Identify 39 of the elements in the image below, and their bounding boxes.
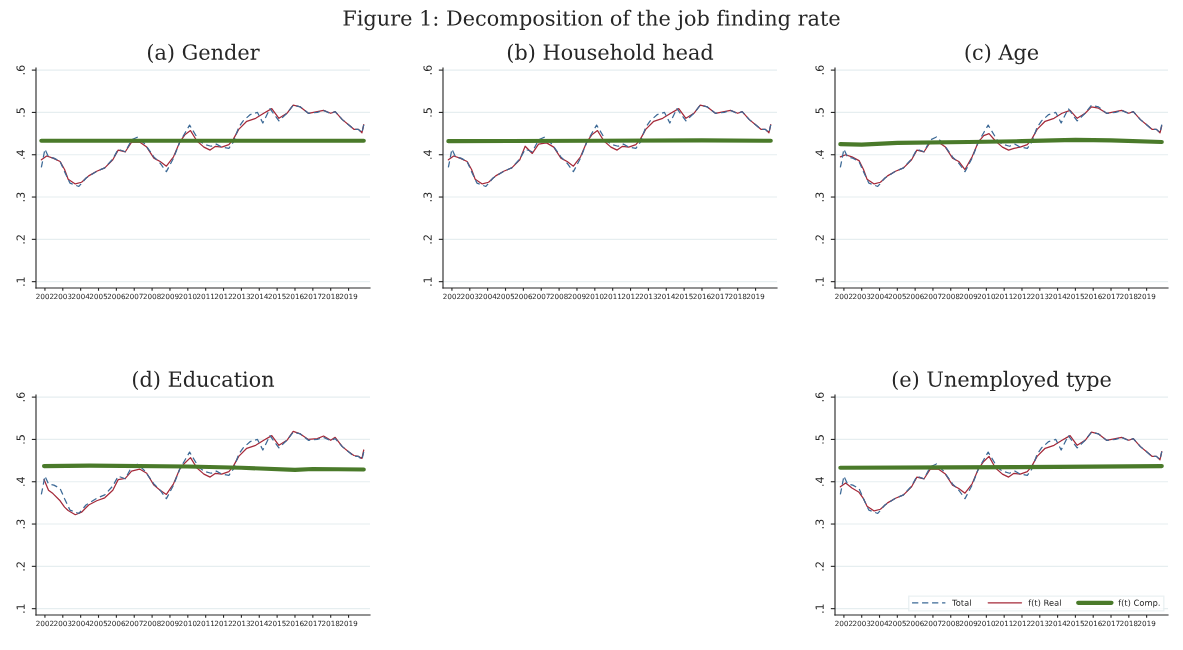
- caption: Figure 1: Decomposition of the job finding rate: [343, 9, 840, 31]
- y-tick-label: .2: [815, 562, 824, 571]
- y-tick-label: .2: [16, 235, 25, 244]
- y-tick-label: .4: [423, 150, 432, 159]
- y-tick-label: .3: [16, 192, 25, 202]
- y-tick-label: .3: [815, 192, 824, 202]
- legend-label: f(t) Real: [1028, 599, 1061, 607]
- y-tick-label: .6: [815, 392, 824, 402]
- y-tick-label: .1: [815, 604, 824, 613]
- chart-title: (d) Education: [133, 370, 275, 390]
- y-tick-label: .4: [16, 150, 25, 159]
- legend-label: f(t) Comp.: [1118, 599, 1160, 608]
- y-tick-label: .3: [423, 192, 432, 202]
- y-tick-label: .5: [423, 108, 432, 117]
- y-tick-label: .5: [16, 108, 25, 117]
- y-tick-label: .6: [423, 65, 432, 75]
- y-tick-label: .1: [16, 604, 25, 613]
- y-tick-label: .3: [16, 519, 25, 529]
- y-tick-label: .4: [815, 150, 824, 159]
- y-tick-label: .5: [815, 108, 824, 117]
- y-tick-label: .2: [16, 562, 25, 571]
- chart-title: (c) Age: [965, 43, 1039, 65]
- chart-title: (b) Household head: [507, 43, 714, 63]
- y-tick-label: .3: [815, 519, 824, 529]
- chart-title: (e) Unemployed type: [892, 370, 1111, 392]
- y-tick-label: .1: [16, 277, 25, 286]
- y-tick-label: .6: [16, 392, 25, 402]
- y-tick-label: .1: [423, 277, 432, 286]
- y-tick-label: .5: [815, 435, 824, 444]
- y-tick-label: .6: [815, 65, 824, 75]
- y-tick-label: .6: [16, 65, 25, 75]
- y-tick-label: .2: [423, 235, 432, 244]
- y-tick-label: .4: [16, 477, 25, 486]
- y-tick-label: .1: [815, 277, 824, 286]
- chart-title: (a) Gender: [147, 43, 260, 63]
- y-tick-label: .4: [815, 477, 824, 486]
- legend-label: Total: [952, 599, 971, 606]
- y-tick-label: .5: [16, 435, 25, 444]
- y-tick-label: .2: [815, 235, 824, 244]
